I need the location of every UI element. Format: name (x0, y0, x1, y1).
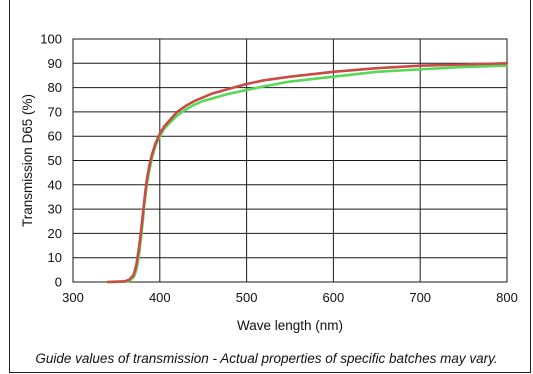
y-tick-label: 90 (48, 56, 62, 71)
tick-labels: 0 10 20 30 40 50 60 70 80 90 100 300 400 500 600 700 800 (40, 32, 518, 306)
plot-area (72, 38, 508, 283)
y-tick-label: 20 (48, 226, 62, 241)
y-tick-label: 0 (55, 275, 62, 290)
chart-frame (9, 0, 531, 373)
y-tick-label: 100 (40, 32, 62, 47)
y-tick-label: 60 (48, 129, 62, 144)
x-axis-label: Wave length (nm) (237, 318, 343, 333)
y-axis-label: Transmission D65 (%) (20, 94, 35, 227)
y-tick-label: 80 (48, 80, 62, 95)
y-tick-label: 40 (48, 177, 62, 192)
y-tick-label: 30 (48, 202, 62, 217)
x-tick-label: 600 (323, 290, 345, 305)
y-tick-label: 50 (48, 153, 62, 168)
y-tick-label: 70 (48, 104, 62, 119)
series-line-1 (106, 64, 509, 284)
y-tick-label: 10 (48, 250, 62, 265)
x-tick-label: 700 (409, 290, 431, 305)
x-tick-label: 800 (496, 290, 518, 305)
series-line-2 (106, 61, 509, 284)
caption: Guide values of transmission - Actual pr… (35, 351, 498, 366)
x-tick-label: 400 (149, 290, 171, 305)
series-lines (106, 61, 509, 284)
x-tick-label: 500 (236, 290, 258, 305)
x-tick-label: 300 (62, 290, 84, 305)
